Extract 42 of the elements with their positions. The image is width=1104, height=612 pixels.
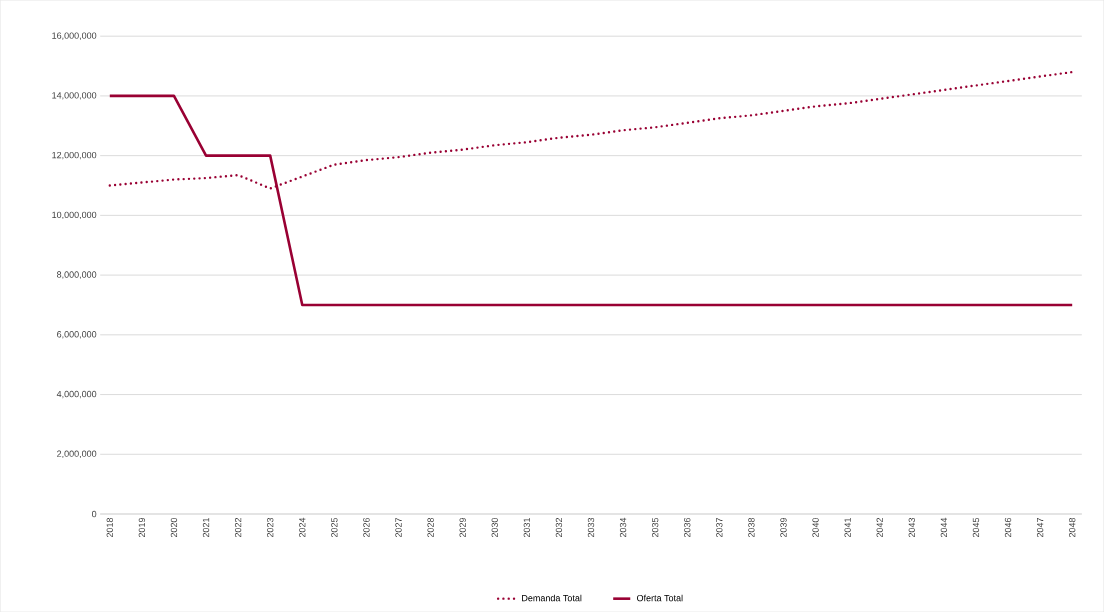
x-tick-label: 2033 [587, 517, 595, 538]
x-tick-label: 2027 [395, 517, 402, 538]
legend-label: Demanda Total [522, 594, 582, 602]
x-tick-label: 2023 [267, 517, 274, 538]
y-tick-label: 6,000,000 [57, 331, 97, 339]
y-tick-label: 12,000,000 [52, 151, 97, 160]
x-tick-label: 2022 [234, 517, 242, 538]
x-tick-label: 2040 [812, 517, 819, 538]
x-tick-label: 2038 [748, 517, 755, 538]
x-tick-label: 2030 [491, 517, 498, 538]
y-tick-label: 0 [91, 510, 97, 518]
x-tick-label: 2047 [1036, 517, 1044, 538]
x-tick-label: 2019 [138, 517, 146, 538]
x-tick-label: 2018 [106, 517, 113, 538]
x-tick-label: 2024 [299, 517, 306, 538]
x-tick-label: 2037 [716, 517, 723, 538]
x-tick-label: 2020 [170, 517, 178, 538]
x-tick-label: 2026 [363, 517, 370, 538]
x-tick-label: 2045 [972, 517, 980, 538]
y-tick-label: 10,000,000 [52, 211, 97, 219]
x-tick-label: 2046 [1004, 517, 1012, 538]
x-tick-label: 2034 [619, 517, 627, 538]
x-tick-label: 2032 [555, 517, 563, 538]
x-tick-label: 2021 [202, 517, 210, 538]
x-tick-label: 2035 [651, 517, 659, 538]
x-tick-label: 2028 [427, 517, 434, 538]
x-tick-label: 2029 [459, 517, 466, 538]
y-tick-label: 4,000,000 [56, 390, 97, 399]
y-tick-label: 16,000,000 [52, 32, 97, 40]
x-tick-label: 2036 [684, 517, 691, 538]
x-tick-label: 2044 [940, 517, 948, 538]
x-tick-label: 2042 [876, 517, 883, 538]
y-tick-label: 14,000,000 [52, 92, 97, 100]
x-tick-label: 2041 [844, 517, 851, 538]
y-tick-label: 8,000,000 [57, 271, 97, 279]
legend-label: Oferta Total [636, 594, 683, 602]
x-tick-label: 2043 [908, 517, 915, 538]
x-tick-label: 2048 [1069, 517, 1076, 538]
y-tick-label: 2,000,000 [57, 450, 97, 458]
x-tick-label: 2025 [331, 517, 338, 538]
x-tick-label: 2039 [780, 517, 787, 538]
x-tick-label: 2031 [523, 517, 531, 538]
